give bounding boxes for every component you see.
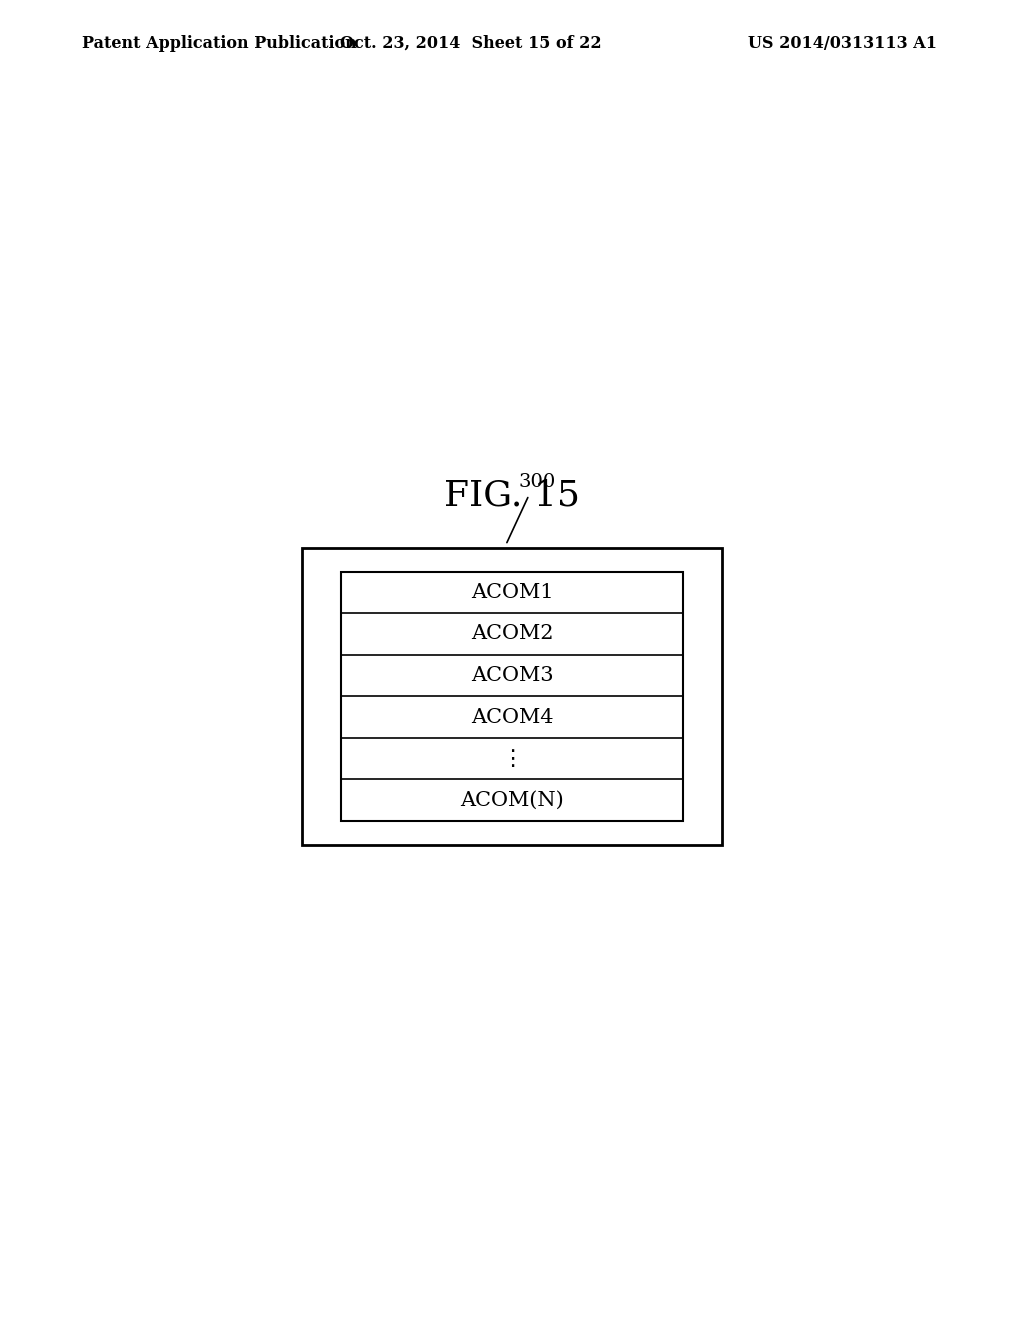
Text: ⋮: ⋮: [501, 748, 523, 768]
Text: ACOM4: ACOM4: [471, 708, 553, 726]
Text: ACOM1: ACOM1: [471, 583, 553, 602]
Text: FIG. 15: FIG. 15: [444, 478, 580, 512]
Text: US 2014/0313113 A1: US 2014/0313113 A1: [748, 36, 937, 51]
Text: ACOM3: ACOM3: [471, 667, 553, 685]
Text: Oct. 23, 2014  Sheet 15 of 22: Oct. 23, 2014 Sheet 15 of 22: [340, 36, 602, 51]
Text: Patent Application Publication: Patent Application Publication: [82, 36, 356, 51]
Text: ACOM(N): ACOM(N): [460, 791, 564, 809]
Bar: [302, 548, 722, 845]
Text: 300: 300: [518, 473, 556, 491]
Text: ACOM2: ACOM2: [471, 624, 553, 643]
Bar: [341, 572, 683, 821]
